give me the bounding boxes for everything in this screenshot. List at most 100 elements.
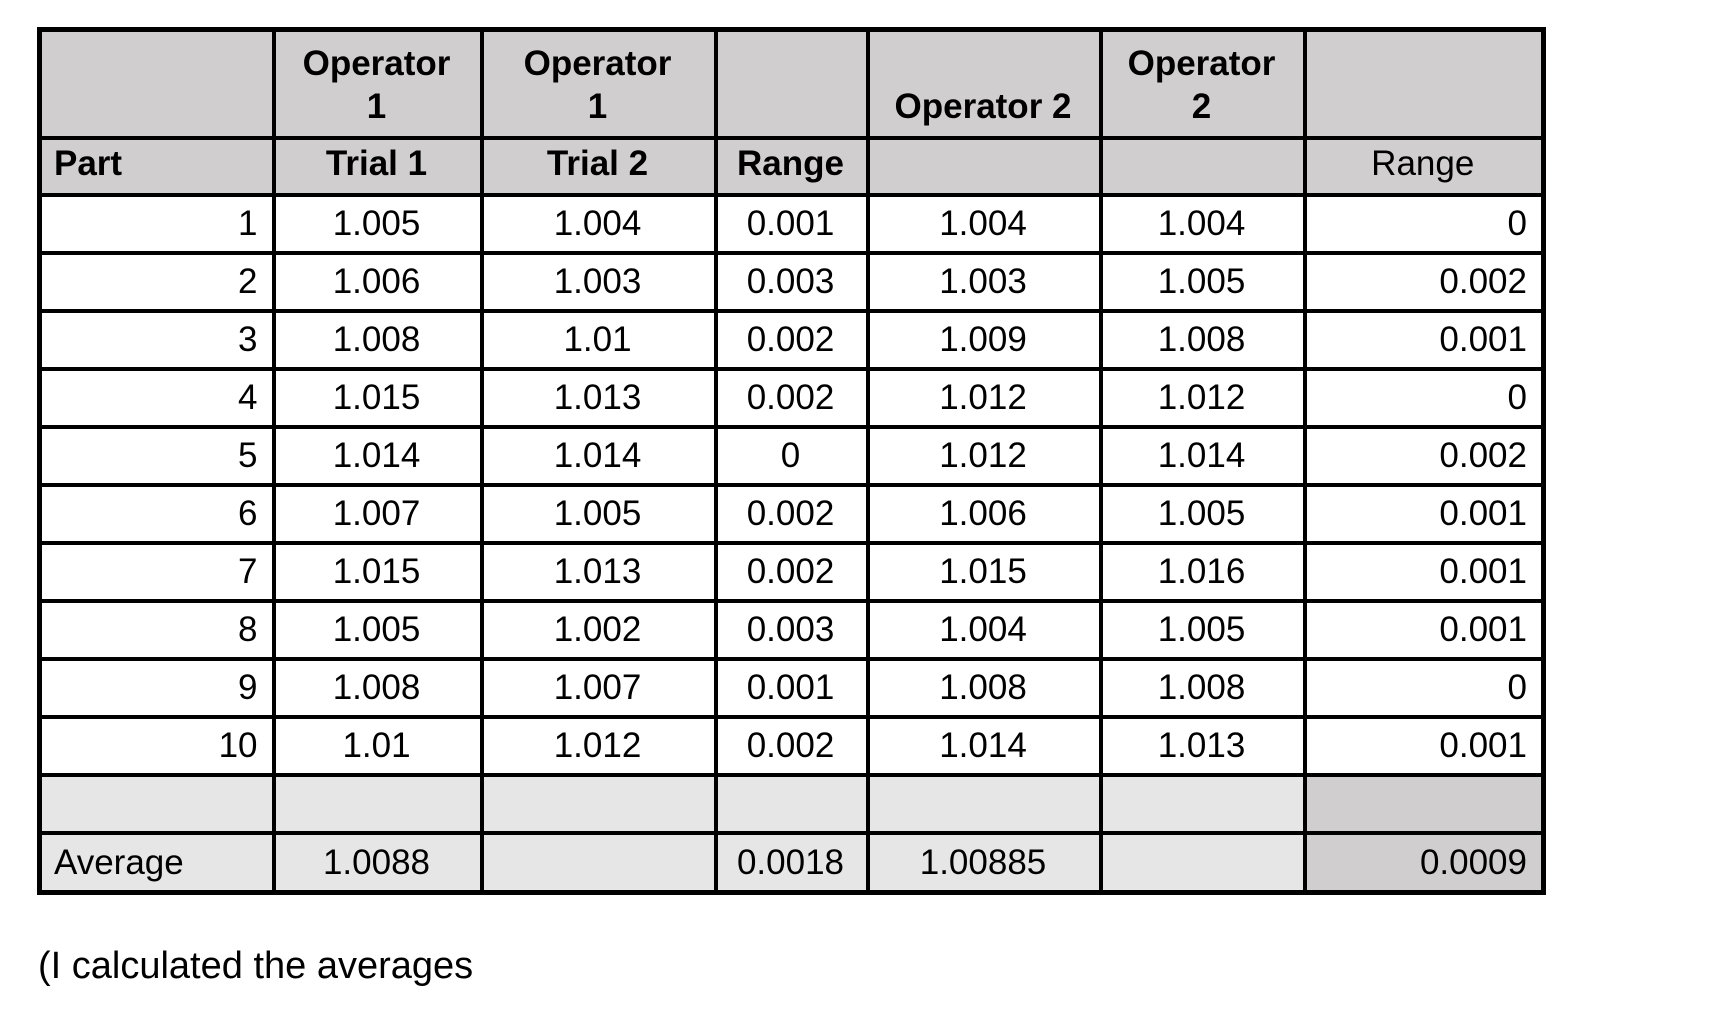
cell-op2-trial2: 1.016 [1099,540,1307,603]
cell-part: 5 [37,424,276,487]
cell-op2-range: 0.001 [1302,714,1546,777]
cell-part: 1 [37,192,276,255]
spacer-cell-op2-trial2 [1099,772,1307,835]
cell-op1-range: 0.002 [713,714,870,777]
cell-op2-range: 0.001 [1302,540,1546,603]
cell-op2-range: 0.001 [1302,598,1546,661]
average-op2-range: 0.0009 [1302,830,1546,895]
cell-op1-range: 0.003 [713,250,870,313]
spacer-cell-part [37,772,276,835]
table-row: 9 1.008 1.007 0.001 1.008 1.008 0 [37,656,1546,719]
table-row: 2 1.006 1.003 0.003 1.003 1.005 0.002 [37,250,1546,313]
cell-op1-trial2: 1.007 [479,656,718,719]
header-blank-part [37,27,276,140]
cell-op2-range: 0 [1302,366,1546,429]
cell-op2-trial1: 1.004 [865,598,1103,661]
cell-op2-trial2: 1.012 [1099,366,1307,429]
header-operator1-b: Operator 1 [479,27,718,140]
table-summary: Average 1.0088 0.0018 1.00885 0.0009 [37,772,1546,895]
table-row: 4 1.015 1.013 0.002 1.012 1.012 0 [37,366,1546,429]
table-row: 3 1.008 1.01 0.002 1.009 1.008 0.001 [37,308,1546,371]
cell-part: 3 [37,308,276,371]
average-op2-trial1: 1.00885 [865,830,1103,895]
cell-op1-trial2: 1.013 [479,540,718,603]
table-row: 10 1.01 1.012 0.002 1.014 1.013 0.001 [37,714,1546,777]
cell-op2-trial1: 1.012 [865,424,1103,487]
cell-op1-trial1: 1.006 [272,250,484,313]
cell-op1-trial1: 1.005 [272,192,484,255]
header-range2: Range [1302,135,1546,197]
cell-op1-trial1: 1.008 [272,308,484,371]
cell-op1-range: 0.003 [713,598,870,661]
table-row: 6 1.007 1.005 0.002 1.006 1.005 0.001 [37,482,1546,545]
average-label: Average [37,830,276,895]
header-row-operators: Operator 1 Operator 1 Operator 2 Operato… [37,27,1546,140]
cell-op1-range: 0.002 [713,308,870,371]
cell-op1-trial1: 1.005 [272,598,484,661]
spacer-cell-op1-range [713,772,870,835]
header-blank-op2t1 [865,135,1103,197]
cell-op2-trial1: 1.015 [865,540,1103,603]
cell-op2-range: 0.001 [1302,308,1546,371]
cell-op1-trial2: 1.013 [479,366,718,429]
cell-op2-trial1: 1.004 [865,192,1103,255]
cell-op2-trial2: 1.005 [1099,598,1307,661]
header-part: Part [37,135,276,197]
table-row: 1 1.005 1.004 0.001 1.004 1.004 0 [37,192,1546,255]
cell-op2-range: 0 [1302,656,1546,719]
table-row: 5 1.014 1.014 0 1.012 1.014 0.002 [37,424,1546,487]
spacer-cell-op2-range [1302,772,1546,835]
cell-op1-trial2: 1.002 [479,598,718,661]
cell-op1-trial2: 1.014 [479,424,718,487]
spacer-row [37,772,1546,835]
cell-op1-trial1: 1.015 [272,366,484,429]
gage-rr-table: Operator 1 Operator 1 Operator 2 Operato… [37,27,1546,895]
cell-op1-trial1: 1.008 [272,656,484,719]
header-operator1-a: Operator 1 [272,27,484,140]
header-trial1: Trial 1 [272,135,484,197]
cell-op1-range: 0.002 [713,482,870,545]
cell-op1-trial1: 1.01 [272,714,484,777]
cell-op2-trial1: 1.003 [865,250,1103,313]
header-row-trials: Part Trial 1 Trial 2 Range Range [37,135,1546,197]
cell-op1-range: 0.001 [713,656,870,719]
cell-op2-trial1: 1.014 [865,714,1103,777]
cell-op2-range: 0 [1302,192,1546,255]
cell-op2-trial2: 1.008 [1099,656,1307,719]
cell-part: 8 [37,598,276,661]
cell-op2-trial2: 1.004 [1099,192,1307,255]
cell-part: 10 [37,714,276,777]
spacer-cell-op1-trial2 [479,772,718,835]
header-trial2: Trial 2 [479,135,718,197]
header-range1: Range [713,135,870,197]
cell-op1-range: 0.001 [713,192,870,255]
average-op1-trial2 [479,830,718,895]
cell-op1-trial2: 1.005 [479,482,718,545]
header-operator2-b: Operator 2 [1099,27,1307,140]
table-header: Operator 1 Operator 1 Operator 2 Operato… [37,27,1546,197]
cell-op2-trial1: 1.012 [865,366,1103,429]
cell-op1-range: 0.002 [713,366,870,429]
cell-op1-trial1: 1.007 [272,482,484,545]
cell-op2-trial1: 1.009 [865,308,1103,371]
header-blank-op2t2 [1099,135,1307,197]
cell-part: 6 [37,482,276,545]
average-op1-range: 0.0018 [713,830,870,895]
cell-op2-trial2: 1.014 [1099,424,1307,487]
cell-op2-trial2: 1.005 [1099,250,1307,313]
cell-op1-range: 0.002 [713,540,870,603]
cell-op2-range: 0.001 [1302,482,1546,545]
cell-op1-trial2: 1.01 [479,308,718,371]
header-operator2-a: Operator 2 [865,27,1103,140]
cell-op1-range: 0 [713,424,870,487]
cell-op2-range: 0.002 [1302,250,1546,313]
average-row: Average 1.0088 0.0018 1.00885 0.0009 [37,830,1546,895]
cell-part: 2 [37,250,276,313]
table-body: 1 1.005 1.004 0.001 1.004 1.004 0 2 1.006 1.003 0.… [37,192,1546,777]
average-op1-trial1: 1.0088 [272,830,484,895]
cell-op1-trial1: 1.015 [272,540,484,603]
cell-op1-trial2: 1.012 [479,714,718,777]
cell-op2-trial1: 1.006 [865,482,1103,545]
header-blank-range2 [1302,27,1546,140]
cell-op2-trial1: 1.008 [865,656,1103,719]
